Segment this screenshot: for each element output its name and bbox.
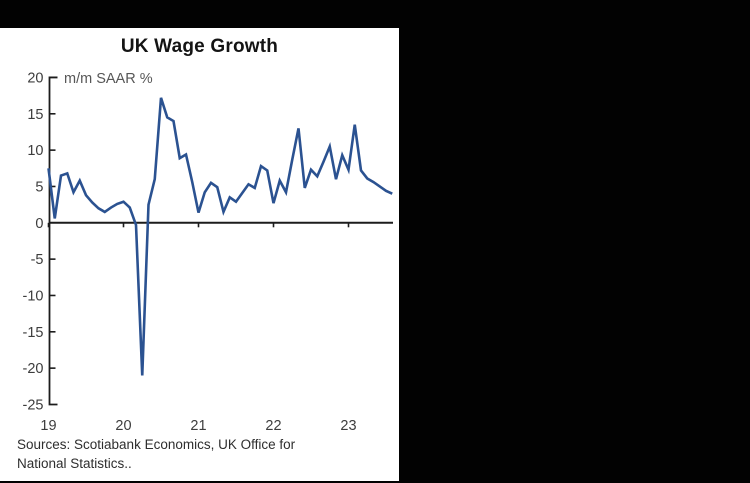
x-tick-label: 20 [115,418,131,434]
wage-growth-line [47,97,393,376]
y-tick-label: -5 [31,252,44,268]
wage-growth-chart: 20 15 10 5 0 -5 -10 -15 -20 -25 19 20 21 22 23 [23,70,393,434]
y-tick-label: 0 [35,216,43,232]
y-tick-label: 10 [27,143,43,159]
y-tick-label: -20 [23,361,44,377]
x-tick-label: 22 [265,418,281,434]
y-tick-label: -25 [23,397,44,413]
x-tick-label: 23 [340,418,356,434]
y-tick-label: -10 [23,288,44,304]
sources-line-1: Sources: Scotiabank Economics, UK Office… [17,437,296,452]
y-axis [48,76,58,406]
chart-subtitle: m/m SAAR % [64,71,153,87]
sources-line-2: National Statistics.. [17,456,132,471]
chart-title: UK Wage Growth [120,36,279,57]
y-tick-label: 20 [27,70,43,86]
chart-panel: UK Wage Growth m/m SAAR % 20 15 10 5 0 -5 -10 -… [0,28,399,481]
y-tick-label: -15 [23,325,44,341]
sources-note: Sources: Scotiabank Economics, UK Office… [17,435,377,473]
x-tick-label: 21 [190,418,206,434]
x-tick-label: 19 [40,418,56,434]
y-tick-label: 15 [27,107,43,123]
y-tick-label: 5 [35,179,43,195]
